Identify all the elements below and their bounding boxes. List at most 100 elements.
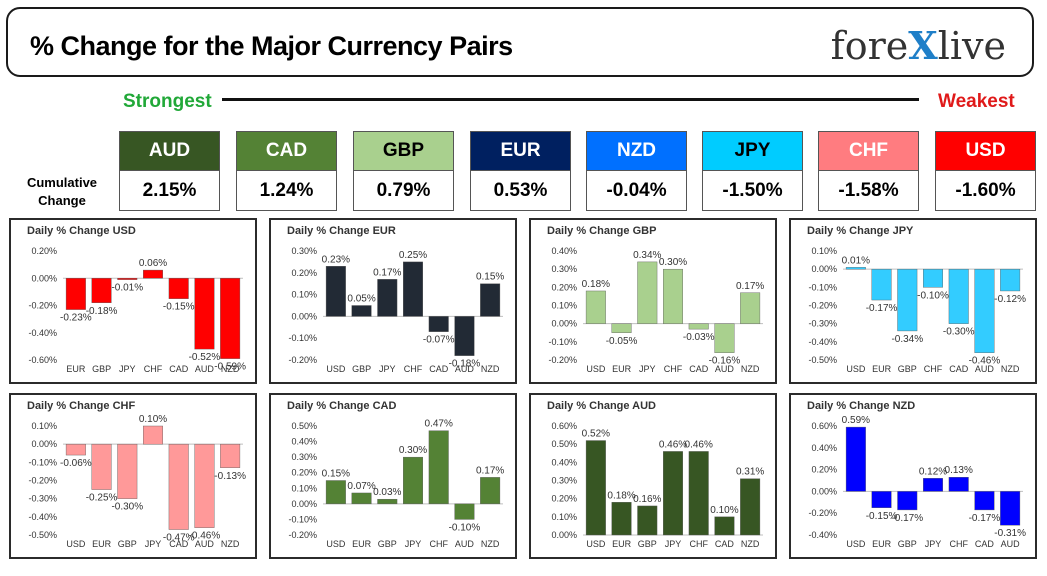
x-tick-label: GBP: [352, 364, 371, 374]
x-tick-label: EUR: [612, 364, 632, 374]
bar-jpy: [637, 261, 658, 324]
data-label: 0.46%: [659, 439, 687, 450]
x-tick-label: EUR: [612, 539, 632, 549]
logo-text-post: live: [937, 24, 1006, 68]
y-tick-label: -0.20%: [28, 301, 57, 311]
x-tick-label: CAD: [949, 364, 969, 374]
bar-usd: [845, 426, 866, 492]
currency-card-eur: EUR 0.53%: [470, 131, 571, 211]
x-tick-label: CAD: [689, 364, 709, 374]
x-tick-label: GBP: [898, 364, 917, 374]
x-tick-label: JPY: [639, 364, 656, 374]
data-label: -0.17%: [969, 513, 1001, 524]
x-tick-label: GBP: [118, 539, 137, 549]
bar-chf: [948, 477, 969, 492]
y-tick-label: -0.40%: [28, 512, 57, 522]
chart-panel: 0.30% 0.20% 0.10% 0.00% -0.10% -0.20% 0.23% USD…: [269, 218, 517, 384]
bar-cad: [168, 278, 189, 299]
data-label: 0.30%: [659, 257, 687, 268]
y-tick-label: 0.40%: [291, 437, 317, 447]
x-tick-label: CHF: [404, 364, 423, 374]
data-label: -0.10%: [449, 522, 481, 533]
data-label: 0.12%: [919, 466, 947, 477]
currency-code: EUR: [471, 132, 570, 170]
x-tick-label: EUR: [872, 539, 892, 549]
chart-panel: 0.60% 0.40% 0.20% 0.00% -0.20% -0.40% 0.59% USD…: [789, 393, 1037, 559]
currency-card-cad: CAD 1.24%: [236, 131, 337, 211]
x-tick-label: JPY: [379, 364, 396, 374]
data-label: 0.17%: [476, 465, 504, 476]
data-label: 0.03%: [373, 487, 401, 498]
currency-card-nzd: NZD -0.04%: [586, 131, 687, 211]
y-tick-label: -0.10%: [288, 333, 317, 343]
bar-nzd: [220, 443, 241, 468]
bar-cad: [168, 443, 189, 530]
data-label: -0.16%: [709, 356, 741, 367]
x-tick-label: AUD: [195, 539, 215, 549]
y-tick-label: -0.50%: [808, 355, 837, 365]
data-label: -0.17%: [866, 303, 898, 314]
currency-code: USD: [936, 132, 1035, 170]
y-tick-label: 0.30%: [551, 264, 577, 274]
y-tick-label: 0.10%: [291, 483, 317, 493]
data-label: 0.01%: [842, 255, 870, 266]
bar-usd: [585, 290, 606, 324]
y-tick-label: 0.10%: [551, 512, 577, 522]
cumulative-change-label: Cumulative Change: [22, 174, 102, 210]
y-tick-label: -0.30%: [808, 319, 837, 329]
bar-aud: [714, 323, 735, 353]
x-tick-label: USD: [846, 539, 866, 549]
chart-panel: 0.20% 0.00% -0.20% -0.40% -0.60% -0.23% EUR -0.…: [9, 218, 257, 384]
x-tick-label: CHF: [689, 539, 708, 549]
y-tick-label: 0.20%: [291, 468, 317, 478]
y-tick-label: 0.30%: [291, 452, 317, 462]
bar-usd: [65, 443, 86, 456]
x-tick-label: GBP: [92, 364, 111, 374]
currency-code: AUD: [120, 132, 219, 170]
data-label: 0.59%: [842, 415, 870, 426]
data-label: -0.10%: [917, 290, 949, 301]
chart-svg: 0.10% 0.00% -0.10% -0.20% -0.30% -0.40% -0.50%…: [28, 414, 246, 549]
y-tick-label: 0.30%: [551, 476, 577, 486]
cumulative-change-value: 0.53%: [471, 170, 570, 211]
data-label: 0.10%: [139, 414, 167, 425]
x-tick-label: AUD: [195, 364, 215, 374]
cumulative-change-value: 1.24%: [237, 170, 336, 211]
bar-usd: [845, 267, 866, 270]
data-label: -0.12%: [994, 294, 1026, 305]
y-tick-label: 0.00%: [811, 486, 837, 496]
data-label: 0.46%: [685, 439, 713, 450]
currency-card-chf: CHF -1.58%: [818, 131, 919, 211]
data-label: -0.46%: [189, 531, 221, 542]
data-label: 0.10%: [710, 505, 738, 516]
y-tick-label: -0.10%: [288, 514, 317, 524]
x-tick-label: USD: [326, 539, 346, 549]
x-tick-label: USD: [326, 364, 346, 374]
x-tick-label: CAD: [715, 539, 735, 549]
y-tick-label: 0.00%: [31, 439, 57, 449]
bar-usd: [585, 440, 606, 536]
data-label: -0.30%: [111, 502, 143, 513]
y-tick-label: 0.10%: [291, 290, 317, 300]
y-tick-label: 0.20%: [811, 465, 837, 475]
y-tick-label: 0.40%: [551, 457, 577, 467]
bar-nzd: [220, 278, 241, 359]
data-label: 0.17%: [736, 281, 764, 292]
x-tick-label: NZD: [221, 364, 240, 374]
x-tick-label: USD: [846, 364, 866, 374]
bar-cad: [974, 491, 995, 511]
data-label: 0.13%: [945, 465, 973, 476]
data-label: 0.31%: [736, 467, 764, 478]
chart-svg: 0.40% 0.30% 0.20% 0.10% 0.00% -0.10% -0.20% 0.1…: [548, 246, 764, 374]
currency-code: JPY: [703, 132, 802, 170]
bar-aud: [974, 268, 995, 353]
x-tick-label: USD: [586, 539, 606, 549]
x-tick-label: NZD: [741, 364, 760, 374]
data-label: 0.17%: [373, 267, 401, 278]
forexlive-logo: foreXlive: [831, 23, 1006, 68]
y-tick-label: 0.00%: [291, 311, 317, 321]
data-label: -0.52%: [189, 352, 221, 363]
chart-title: Daily % Change AUD: [547, 400, 657, 412]
y-tick-label: -0.50%: [28, 530, 57, 540]
data-label: -0.07%: [423, 335, 455, 346]
